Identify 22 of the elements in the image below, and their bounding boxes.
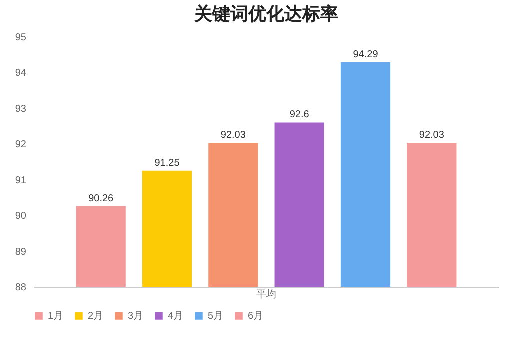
x-tick-label: 平均 [256, 288, 276, 300]
y-tick-label: 93 [15, 104, 27, 115]
chart-title: 关键词优化达标率 [194, 4, 338, 24]
legend-label: 4月 [168, 311, 184, 322]
y-tick-label: 94 [15, 68, 27, 80]
legend-label: 5月 [208, 311, 224, 322]
data-label: 91.25 [154, 158, 180, 169]
legend-label: 2月 [88, 311, 104, 322]
data-label: 94.29 [353, 49, 379, 60]
data-label: 92.03 [419, 130, 445, 142]
legend-label: 6月 [248, 311, 264, 322]
y-tick-label: 92 [15, 140, 27, 151]
y-tick-label: 91 [15, 175, 27, 186]
data-label: 92.03 [220, 130, 246, 142]
data-label: 92.6 [290, 110, 310, 121]
data-label: 90.26 [88, 193, 114, 204]
legend-label: 3月 [128, 311, 144, 322]
legend-label: 1月 [48, 311, 64, 322]
y-tick-label: 89 [15, 246, 27, 258]
y-tick-label: 88 [15, 282, 27, 294]
y-tick-label: 95 [15, 32, 27, 44]
y-tick-label: 90 [15, 211, 27, 222]
